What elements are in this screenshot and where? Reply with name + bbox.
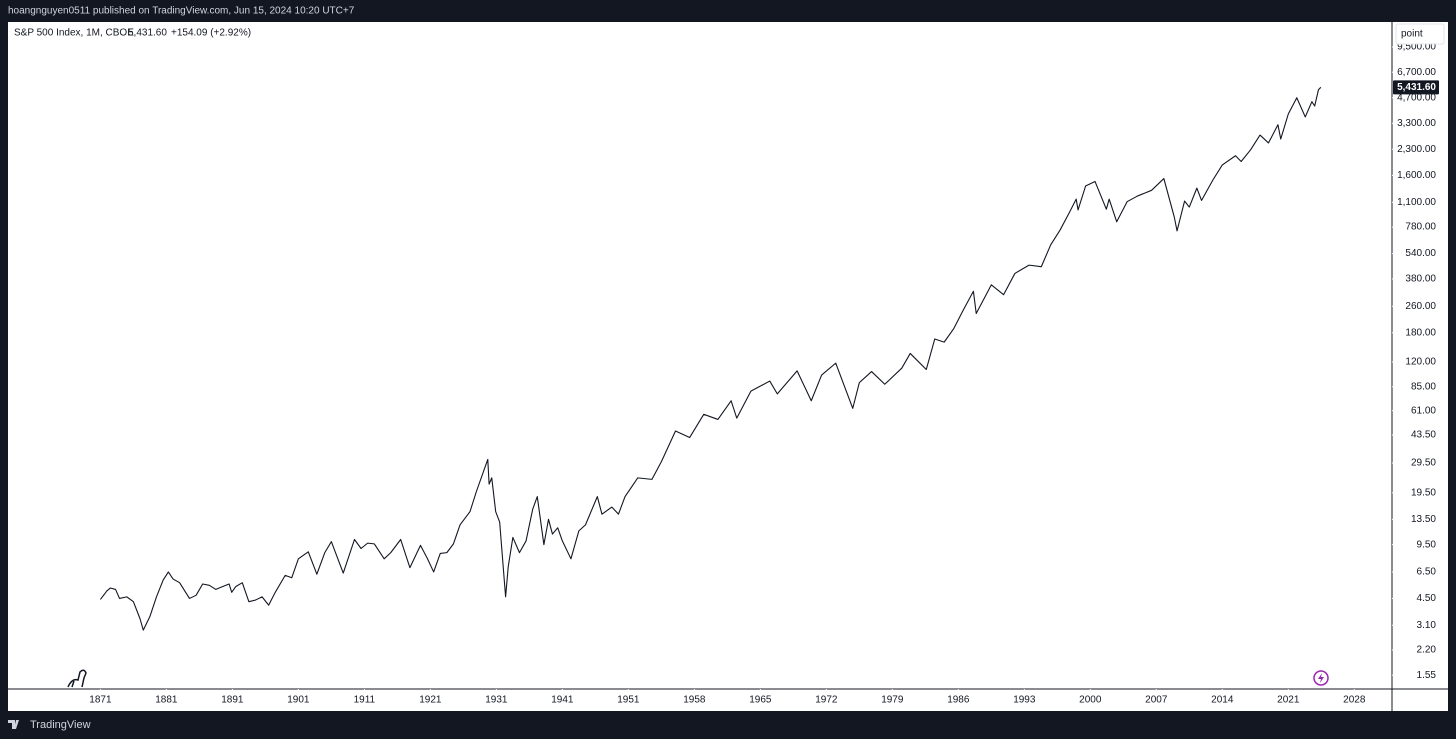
x-tick-label: 1986 [947, 695, 970, 706]
y-tick-label: 13.50 [1411, 514, 1436, 525]
footer-brand: TradingView [30, 719, 91, 731]
x-tick-label: 2000 [1079, 695, 1102, 706]
y-tick-label: 1,600.00 [1397, 170, 1436, 181]
x-tick-label: 1931 [485, 695, 508, 706]
x-tick-label: 1891 [221, 695, 244, 706]
legend-symbol: S&P 500 Index, 1M, CBOE [14, 28, 134, 39]
x-tick-label: 2007 [1145, 695, 1168, 706]
x-tick-label: 1871 [89, 695, 112, 706]
y-tick-label: 2.20 [1417, 645, 1437, 656]
x-tick-label: 1921 [419, 695, 442, 706]
price-line [99, 86, 1322, 631]
scale-button-label[interactable]: point [1401, 29, 1423, 40]
y-tick-label: 19.50 [1411, 487, 1436, 498]
y-tick-label: 29.50 [1411, 458, 1436, 469]
brand-logo [8, 720, 19, 729]
y-tick-label: 120.00 [1405, 357, 1436, 368]
y-tick-label: 2,300.00 [1397, 144, 1436, 155]
x-tick-label: 1941 [551, 695, 574, 706]
y-tick-label: 3,300.00 [1397, 118, 1436, 129]
chart-area [8, 22, 1448, 711]
legend-change: +154.09 (+2.92%) [171, 28, 251, 39]
y-tick-label: 85.00 [1411, 381, 1436, 392]
y-tick-label: 6,700.00 [1397, 67, 1436, 78]
byline: hoangnguyen0511 published on TradingView… [8, 6, 355, 17]
x-tick-label: 1901 [287, 695, 310, 706]
x-tick-label: 1993 [1013, 695, 1036, 706]
y-tick-label: 3.10 [1417, 620, 1437, 631]
x-tick-label: 1911 [354, 695, 376, 706]
y-tick-label: 1.55 [1417, 670, 1437, 681]
y-tick-label: 9.50 [1417, 539, 1437, 550]
x-tick-label: 1881 [155, 695, 178, 706]
price-tag [1393, 80, 1439, 95]
y-tick-label: 780.00 [1405, 222, 1436, 233]
x-tick-label: 2028 [1343, 695, 1366, 706]
y-tick-label: 4,700.00 [1397, 92, 1436, 103]
y-tick-label: 1,100.00 [1397, 197, 1436, 208]
y-tick-label: 6.50 [1417, 567, 1437, 578]
x-tick-label: 1965 [749, 695, 772, 706]
y-tick-label: 260.00 [1405, 301, 1436, 312]
y-tick-label: 61.00 [1411, 405, 1436, 416]
scale-button[interactable] [1395, 23, 1445, 45]
price-tag-label: 5,431.60 [1397, 82, 1436, 93]
x-tick-label: 2021 [1277, 695, 1300, 706]
y-tick-label: 180.00 [1405, 327, 1436, 338]
y-tick-label: 4.50 [1417, 593, 1437, 604]
y-tick-label: 540.00 [1405, 248, 1436, 259]
x-tick-label: 1951 [617, 695, 640, 706]
x-tick-label: 1972 [815, 695, 838, 706]
y-tick-label: 380.00 [1405, 274, 1436, 285]
dino-icon [67, 669, 87, 688]
x-tick-label: 2014 [1211, 695, 1234, 706]
y-tick-label: 43.50 [1411, 430, 1436, 441]
legend-price: 5,431.60 [128, 28, 167, 39]
y-tick-label: 9,500.00 [1397, 42, 1436, 53]
x-tick-label: 1979 [881, 695, 904, 706]
flash-icon [1313, 670, 1329, 686]
x-tick-label: 1958 [683, 695, 706, 706]
